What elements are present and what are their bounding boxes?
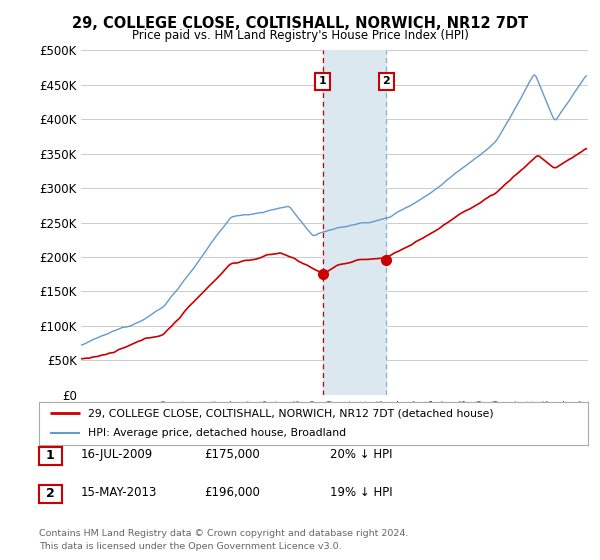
Text: 20% ↓ HPI: 20% ↓ HPI [330,448,392,461]
Text: Price paid vs. HM Land Registry's House Price Index (HPI): Price paid vs. HM Land Registry's House … [131,29,469,42]
Text: 19% ↓ HPI: 19% ↓ HPI [330,486,392,500]
Text: 2: 2 [46,487,55,501]
Text: HPI: Average price, detached house, Broadland: HPI: Average price, detached house, Broa… [88,428,347,438]
Text: 29, COLLEGE CLOSE, COLTISHALL, NORWICH, NR12 7DT: 29, COLLEGE CLOSE, COLTISHALL, NORWICH, … [72,16,528,31]
Text: £175,000: £175,000 [204,448,260,461]
Text: Contains HM Land Registry data © Crown copyright and database right 2024.
This d: Contains HM Land Registry data © Crown c… [39,529,409,550]
Text: 15-MAY-2013: 15-MAY-2013 [81,486,157,500]
Text: 29, COLLEGE CLOSE, COLTISHALL, NORWICH, NR12 7DT (detached house): 29, COLLEGE CLOSE, COLTISHALL, NORWICH, … [88,408,494,418]
Text: 2: 2 [382,76,390,86]
Text: 1: 1 [319,76,326,86]
Text: 16-JUL-2009: 16-JUL-2009 [81,448,153,461]
Bar [323,50,386,395]
Text: 1: 1 [46,449,55,463]
Text: £196,000: £196,000 [204,486,260,500]
